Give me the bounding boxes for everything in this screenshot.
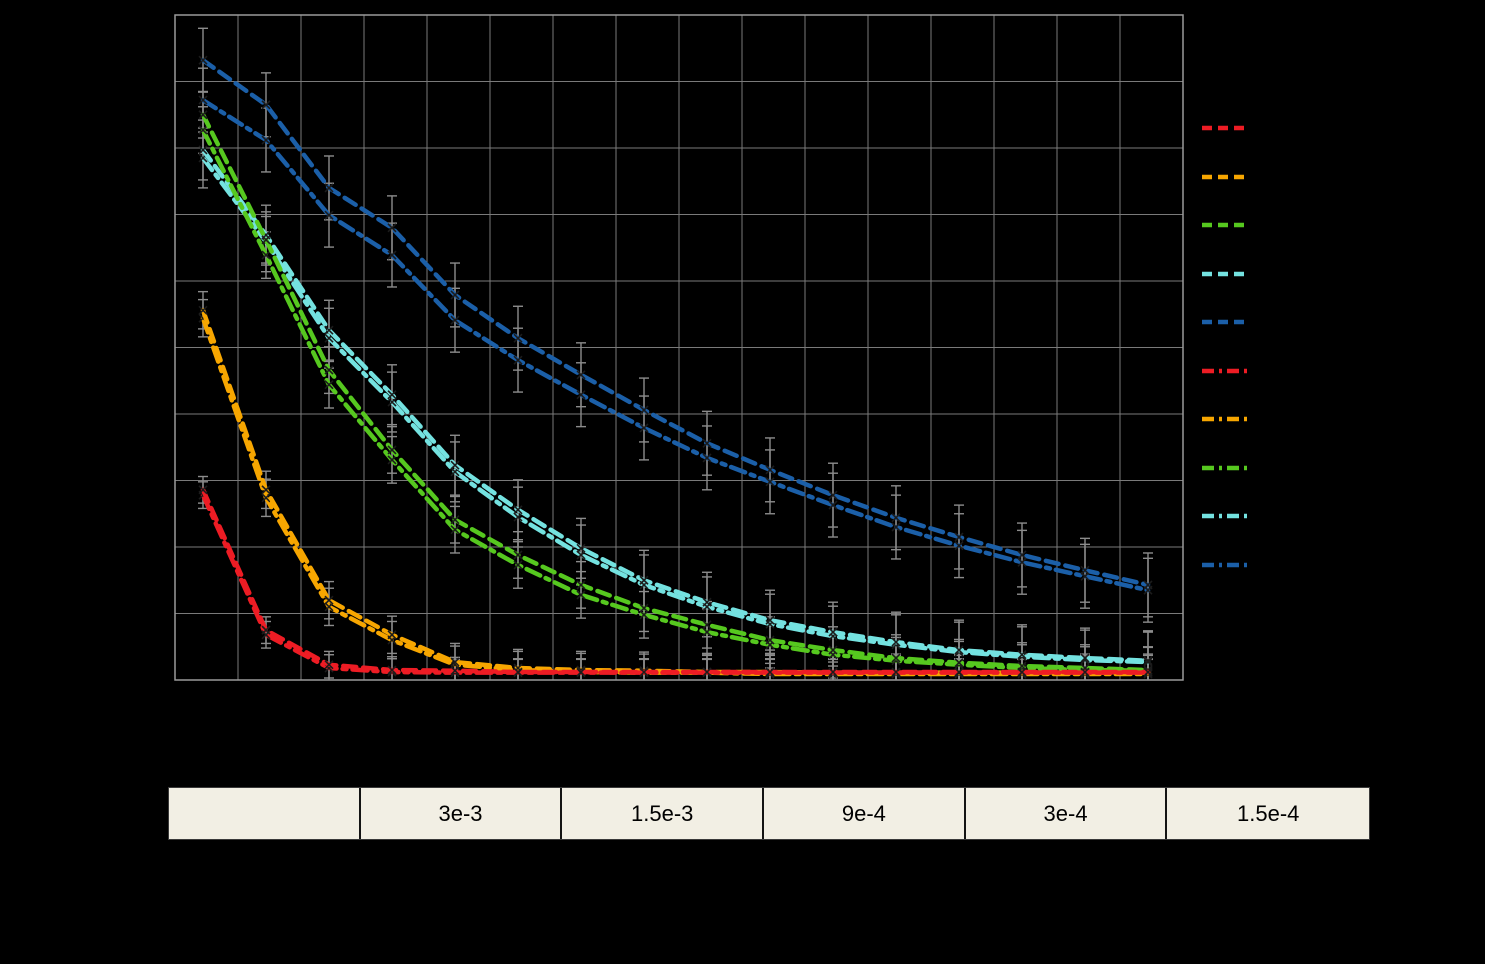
legend-item-red-dashdot [1200, 347, 1260, 396]
legend-item-cyan-dashdot [1200, 492, 1260, 541]
table-cell-1: 3e-3 [361, 788, 563, 839]
series-blue-dashed [198, 55, 1153, 590]
legend-item-red-dashed [1200, 104, 1260, 153]
legend-line-sample-cyan-dashdot [1202, 514, 1250, 519]
results-table: 3e-3 1.5e-3 9e-4 3e-4 1.5e-4 [168, 787, 1370, 840]
legend-item-blue-dashed [1200, 298, 1260, 347]
legend-line-sample-green-dashdot [1202, 465, 1250, 470]
legend [1200, 104, 1260, 589]
legend-line-sample-orange-dashed [1202, 174, 1250, 179]
legend-item-blue-dashdot [1200, 541, 1260, 590]
series-green-dashed [198, 110, 1153, 675]
series-red-dashed [198, 485, 1153, 677]
legend-line-sample-red-dashed [1202, 126, 1250, 131]
legend-item-green-dashdot [1200, 444, 1260, 493]
legend-item-green-dashed [1200, 201, 1260, 250]
legend-item-orange-dashed [1200, 153, 1260, 202]
legend-item-orange-dashdot [1200, 395, 1260, 444]
line-chart [174, 14, 1184, 681]
table-cell-3: 9e-4 [764, 788, 966, 839]
legend-line-sample-blue-dashdot [1202, 562, 1250, 567]
table-cell-2: 1.5e-3 [562, 788, 765, 839]
table-cell-header [169, 788, 361, 839]
legend-item-cyan-dashed [1200, 250, 1260, 299]
legend-line-sample-orange-dashdot [1202, 417, 1250, 422]
table-cell-4: 3e-4 [966, 788, 1168, 839]
legend-line-sample-red-dashdot [1202, 368, 1250, 373]
series-cyan-dashed [198, 145, 1153, 666]
legend-line-sample-blue-dashed [1202, 320, 1250, 325]
legend-line-sample-green-dashed [1202, 223, 1250, 228]
series-orange-dashed [198, 305, 1153, 678]
plot-border [174, 14, 1184, 681]
legend-line-sample-cyan-dashed [1202, 271, 1250, 276]
table-cell-5: 1.5e-4 [1237, 800, 1300, 826]
series-red-dashdot [198, 490, 1153, 678]
